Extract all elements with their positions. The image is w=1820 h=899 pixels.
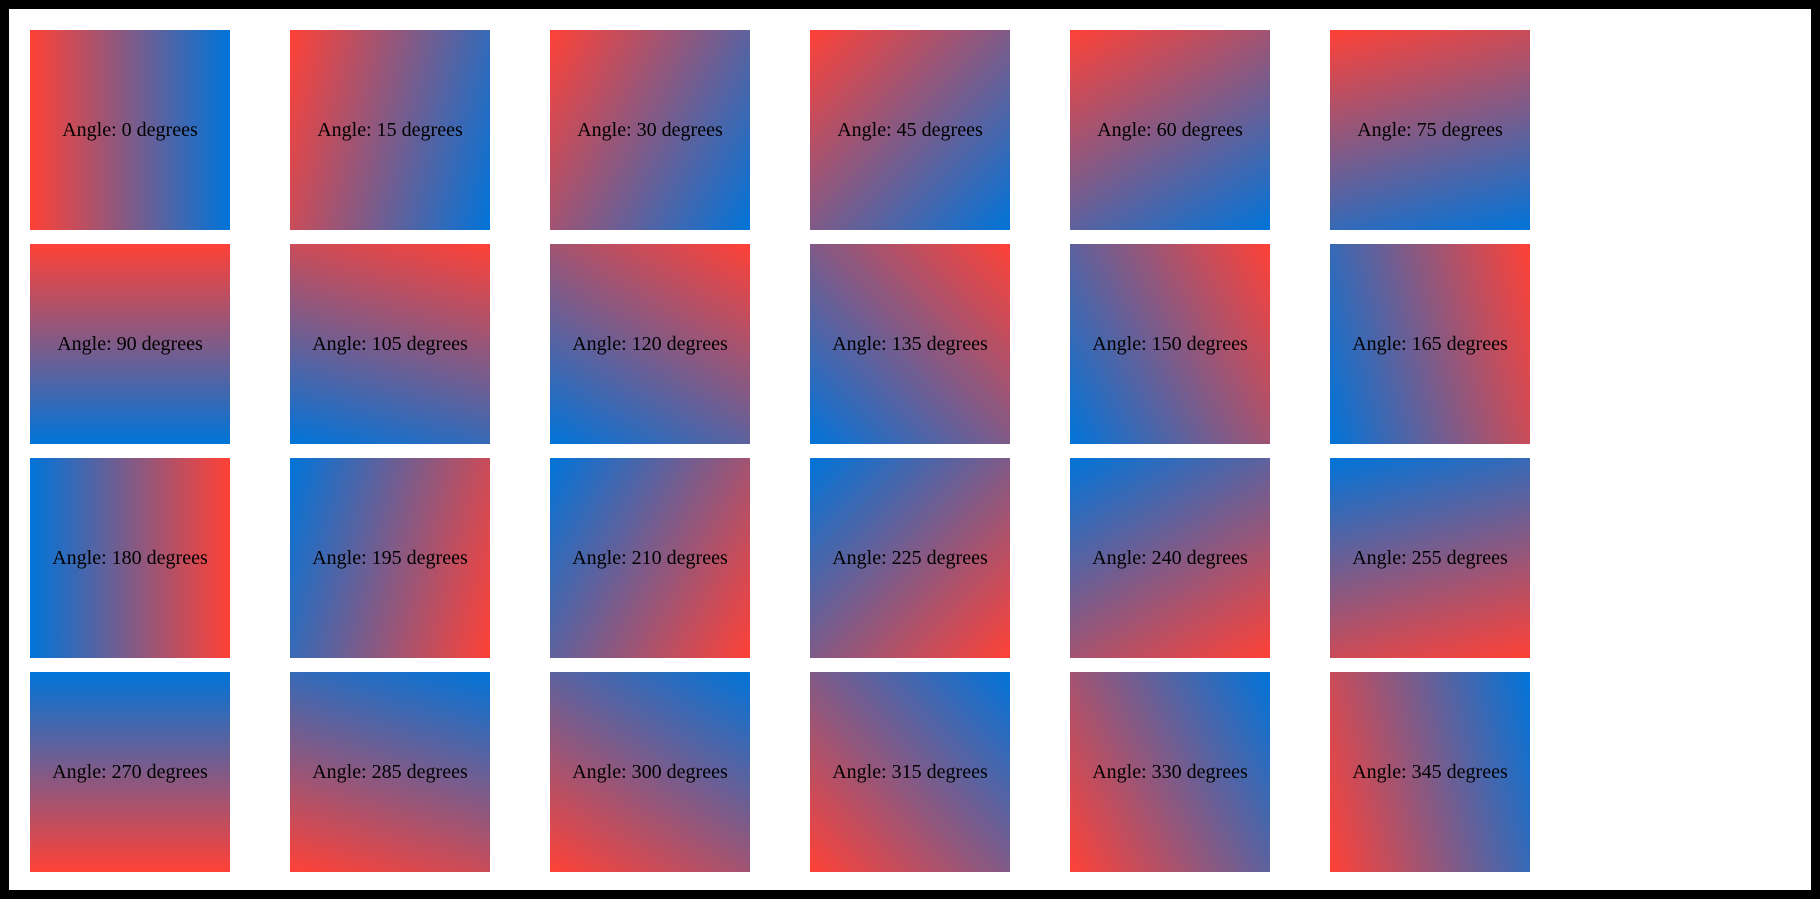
gradient-tile: Angle: 135 degrees: [810, 244, 1010, 444]
gradient-tile: Angle: 300 degrees: [550, 672, 750, 872]
tile-label: Angle: 225 degrees: [832, 547, 988, 569]
gradient-tile: Angle: 195 degrees: [290, 458, 490, 658]
tile-label: Angle: 315 degrees: [832, 761, 988, 783]
tile-label: Angle: 210 degrees: [572, 547, 728, 569]
gradient-tile: Angle: 165 degrees: [1330, 244, 1530, 444]
gradient-tile: Angle: 270 degrees: [30, 672, 230, 872]
gradient-tile: Angle: 240 degrees: [1070, 458, 1270, 658]
tile-label: Angle: 150 degrees: [1092, 333, 1248, 355]
gradient-tile: Angle: 285 degrees: [290, 672, 490, 872]
tile-label: Angle: 195 degrees: [312, 547, 468, 569]
gradient-tile: Angle: 210 degrees: [550, 458, 750, 658]
tile-label: Angle: 60 degrees: [1097, 119, 1243, 141]
gradient-tile: Angle: 30 degrees: [550, 30, 750, 230]
gradient-tile: Angle: 15 degrees: [290, 30, 490, 230]
tile-label: Angle: 285 degrees: [312, 761, 468, 783]
tile-label: Angle: 120 degrees: [572, 333, 728, 355]
gradient-tile: Angle: 150 degrees: [1070, 244, 1270, 444]
gradient-tile: Angle: 45 degrees: [810, 30, 1010, 230]
gradient-tile: Angle: 105 degrees: [290, 244, 490, 444]
gradient-tile: Angle: 180 degrees: [30, 458, 230, 658]
gradient-grid: Angle: 0 degrees Angle: 15 degrees Angle…: [30, 30, 1530, 872]
gradient-tile: Angle: 330 degrees: [1070, 672, 1270, 872]
tile-label: Angle: 15 degrees: [317, 119, 463, 141]
tile-label: Angle: 105 degrees: [312, 333, 468, 355]
tile-label: Angle: 75 degrees: [1357, 119, 1503, 141]
gradient-tile: Angle: 0 degrees: [30, 30, 230, 230]
tile-label: Angle: 0 degrees: [62, 119, 198, 141]
tile-label: Angle: 90 degrees: [57, 333, 203, 355]
tile-label: Angle: 135 degrees: [832, 333, 988, 355]
gradient-tile: Angle: 345 degrees: [1330, 672, 1530, 872]
tile-label: Angle: 270 degrees: [52, 761, 208, 783]
tile-label: Angle: 180 degrees: [52, 547, 208, 569]
gradient-tile: Angle: 120 degrees: [550, 244, 750, 444]
tile-label: Angle: 300 degrees: [572, 761, 728, 783]
gradient-tile: Angle: 315 degrees: [810, 672, 1010, 872]
tile-label: Angle: 45 degrees: [837, 119, 983, 141]
tile-label: Angle: 330 degrees: [1092, 761, 1248, 783]
gradient-tile: Angle: 75 degrees: [1330, 30, 1530, 230]
gradient-tile: Angle: 255 degrees: [1330, 458, 1530, 658]
gradient-tile: Angle: 225 degrees: [810, 458, 1010, 658]
tile-label: Angle: 240 degrees: [1092, 547, 1248, 569]
gradient-tile: Angle: 60 degrees: [1070, 30, 1270, 230]
tile-label: Angle: 165 degrees: [1352, 333, 1508, 355]
tile-label: Angle: 345 degrees: [1352, 761, 1508, 783]
gradient-tile: Angle: 90 degrees: [30, 244, 230, 444]
tile-label: Angle: 255 degrees: [1352, 547, 1508, 569]
tile-label: Angle: 30 degrees: [577, 119, 723, 141]
